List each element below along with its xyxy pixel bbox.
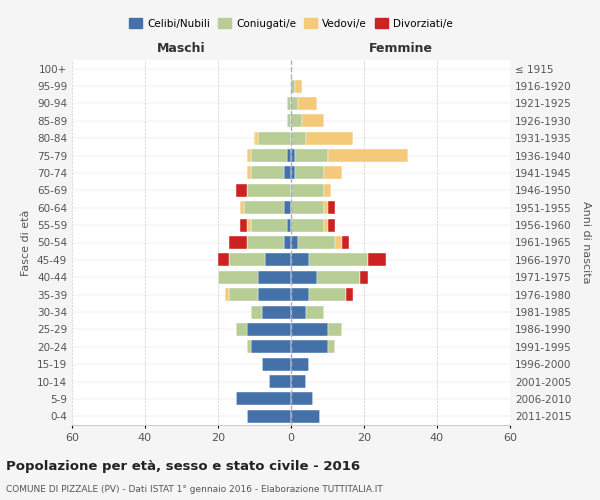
Bar	[287, 218, 291, 232]
Bar	[342, 236, 349, 249]
Bar	[291, 392, 313, 406]
Text: Maschi: Maschi	[157, 42, 206, 55]
Bar	[328, 340, 335, 353]
Bar	[291, 166, 295, 179]
Bar	[247, 149, 251, 162]
Bar	[291, 358, 309, 370]
Bar	[291, 149, 295, 162]
Bar	[229, 288, 258, 301]
Text: Popolazione per età, sesso e stato civile - 2016: Popolazione per età, sesso e stato civil…	[6, 460, 360, 473]
Bar	[291, 410, 320, 423]
Bar	[291, 132, 305, 144]
Bar	[247, 236, 284, 249]
Bar	[287, 149, 291, 162]
Bar	[265, 254, 291, 266]
Bar	[240, 201, 244, 214]
Bar	[247, 218, 251, 232]
Bar	[247, 340, 251, 353]
Bar	[346, 288, 353, 301]
Bar	[269, 375, 291, 388]
Text: Femmine: Femmine	[368, 42, 433, 55]
Bar	[262, 358, 291, 370]
Bar	[291, 236, 298, 249]
Bar	[240, 218, 247, 232]
Bar	[328, 149, 408, 162]
Bar	[247, 166, 251, 179]
Bar	[258, 132, 291, 144]
Bar	[295, 166, 324, 179]
Bar	[251, 306, 262, 318]
Bar	[291, 80, 295, 92]
Bar	[335, 236, 342, 249]
Bar	[291, 323, 328, 336]
Bar	[251, 340, 291, 353]
Bar	[324, 201, 328, 214]
Bar	[258, 270, 291, 284]
Bar	[258, 288, 291, 301]
Bar	[287, 97, 291, 110]
Bar	[291, 201, 324, 214]
Bar	[218, 254, 229, 266]
Bar	[368, 254, 386, 266]
Text: COMUNE DI PIZZALE (PV) - Dati ISTAT 1° gennaio 2016 - Elaborazione TUTTITALIA.IT: COMUNE DI PIZZALE (PV) - Dati ISTAT 1° g…	[6, 485, 383, 494]
Bar	[328, 323, 342, 336]
Bar	[236, 323, 247, 336]
Y-axis label: Anni di nascita: Anni di nascita	[581, 201, 591, 284]
Bar	[305, 306, 324, 318]
Bar	[254, 132, 258, 144]
Bar	[291, 306, 305, 318]
Bar	[284, 236, 291, 249]
Bar	[328, 218, 335, 232]
Bar	[251, 166, 284, 179]
Bar	[298, 236, 335, 249]
Bar	[229, 254, 265, 266]
Bar	[302, 114, 324, 128]
Bar	[324, 218, 328, 232]
Bar	[287, 114, 291, 128]
Y-axis label: Fasce di età: Fasce di età	[22, 210, 31, 276]
Bar	[236, 392, 291, 406]
Bar	[226, 288, 229, 301]
Bar	[291, 288, 309, 301]
Bar	[305, 132, 353, 144]
Bar	[291, 270, 317, 284]
Bar	[291, 375, 305, 388]
Bar	[291, 97, 298, 110]
Bar	[298, 97, 317, 110]
Bar	[317, 270, 361, 284]
Bar	[361, 270, 368, 284]
Bar	[236, 184, 247, 197]
Bar	[251, 218, 287, 232]
Bar	[291, 254, 309, 266]
Bar	[244, 201, 284, 214]
Bar	[309, 254, 368, 266]
Bar	[309, 288, 346, 301]
Bar	[284, 201, 291, 214]
Bar	[291, 114, 302, 128]
Bar	[291, 218, 324, 232]
Bar	[291, 184, 324, 197]
Bar	[247, 184, 291, 197]
Bar	[247, 323, 291, 336]
Bar	[218, 270, 258, 284]
Bar	[262, 306, 291, 318]
Bar	[229, 236, 247, 249]
Bar	[247, 410, 291, 423]
Legend: Celibi/Nubili, Coniugati/e, Vedovi/e, Divorziati/e: Celibi/Nubili, Coniugati/e, Vedovi/e, Di…	[125, 14, 457, 32]
Bar	[284, 166, 291, 179]
Bar	[251, 149, 287, 162]
Bar	[324, 166, 342, 179]
Bar	[324, 184, 331, 197]
Bar	[295, 149, 328, 162]
Bar	[328, 201, 335, 214]
Bar	[295, 80, 302, 92]
Bar	[291, 340, 328, 353]
